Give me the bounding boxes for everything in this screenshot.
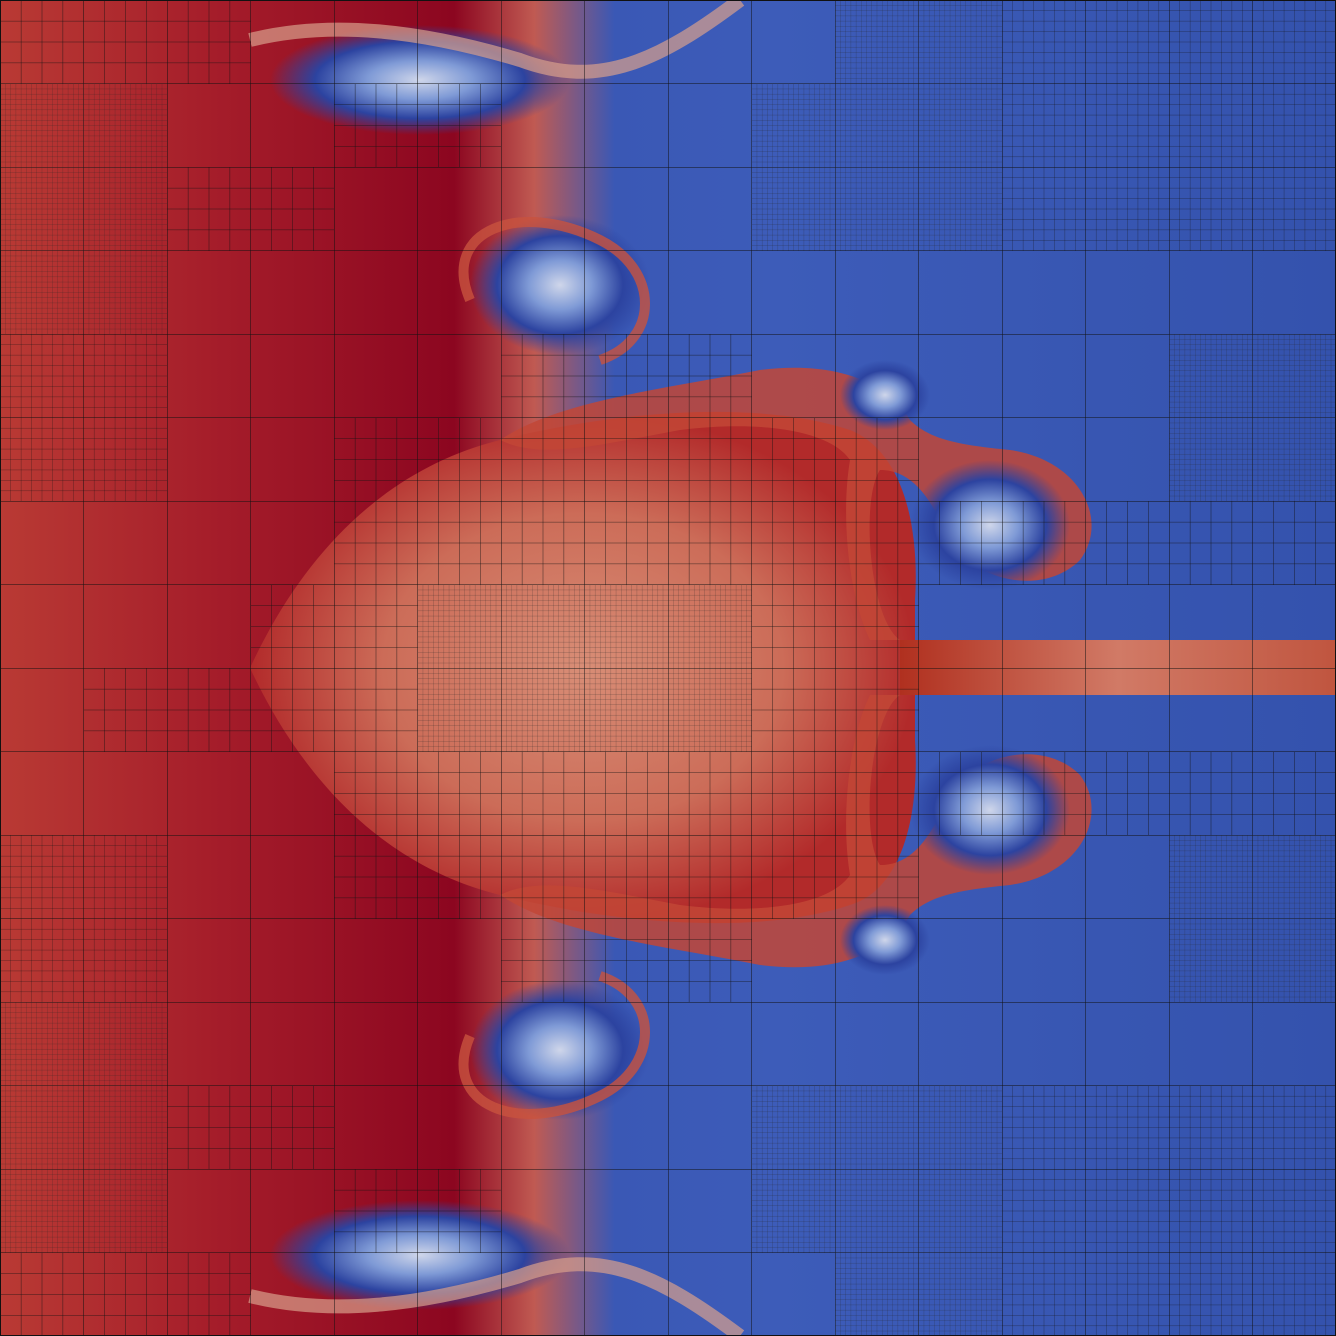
field-render [0, 0, 1336, 1336]
mesh-fine-regions [0, 0, 1336, 1336]
mesh-mid-regions [0, 0, 1336, 1336]
simulation-viewport [0, 0, 1336, 1336]
